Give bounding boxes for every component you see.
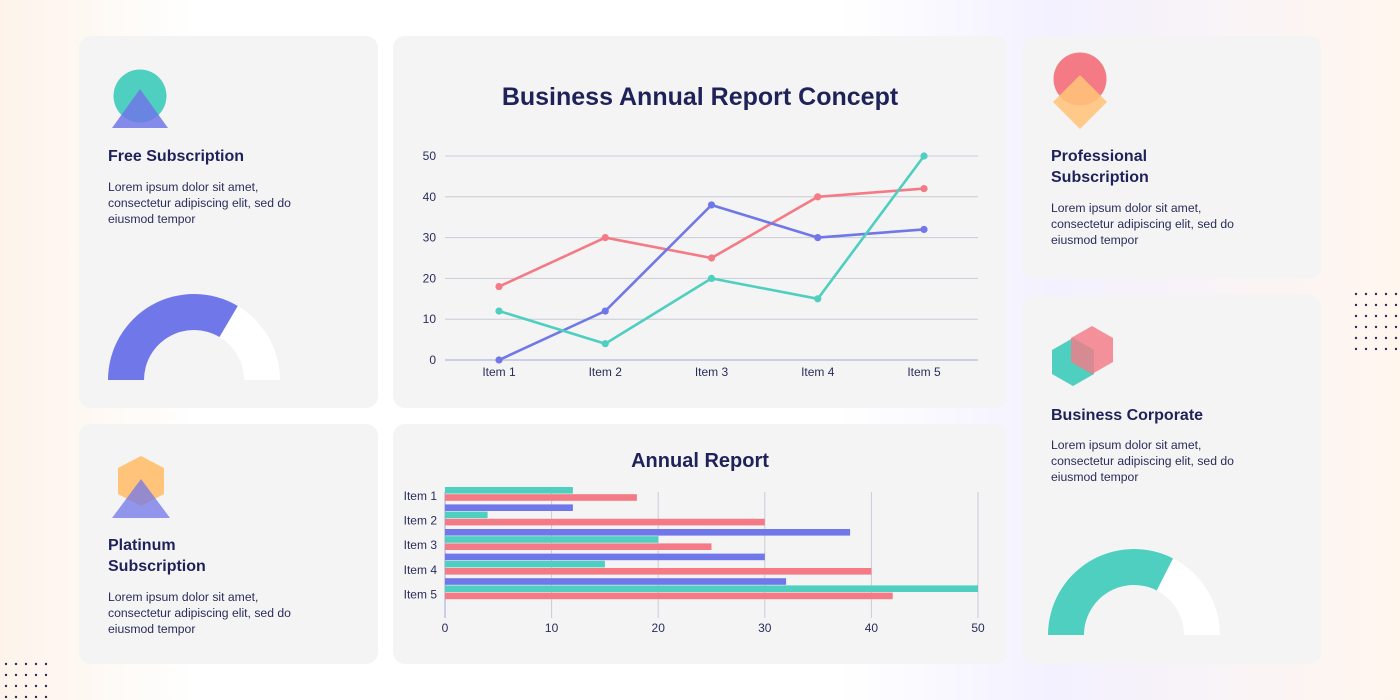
y-tick-label: Item 2 [404,514,438,528]
y-tick-label: 10 [423,312,437,326]
bar [445,560,605,568]
x-tick-label: Item 1 [482,365,516,379]
data-point [601,340,609,348]
bar [445,553,765,561]
y-tick-label: 0 [429,353,436,367]
data-point [601,234,609,242]
hexagon-triangle-icon [112,456,170,518]
series-line [498,155,926,346]
data-point [920,152,928,160]
decorative-dots-left [4,662,48,699]
bar [445,504,573,511]
data-point [495,307,503,315]
x-tick-label: 40 [865,621,879,635]
data-point [920,185,928,193]
line-chart-card: Business Annual Report Concept 0 10 20 30 40… [393,36,1007,408]
line-chart: 0 10 20 30 40 50 Item 1 Item 2 Item 3 Item 4 Item … [423,149,978,379]
card-title: Platinum Subscription [108,537,206,575]
x-tick-label: Item 3 [695,365,729,379]
bar-chart-card: Annual Report 0 10 20 30 40 50 Item 1 Item 2 Ite… [393,424,1007,664]
data-point [920,225,928,234]
x-tick-label: Item 2 [589,365,623,379]
chart-title: Annual Report [631,450,769,472]
bar [445,511,488,519]
circle-diamond-icon [1053,52,1107,129]
y-tick-label: Item 3 [404,538,438,552]
bar [445,585,978,592]
bar [445,494,637,501]
card-description: Lorem ipsum dolor sit amet, consectetur … [108,590,291,636]
circle-triangle-icon [112,69,168,128]
free-gauge [108,294,280,380]
bar [445,543,712,550]
business-gauge [1048,549,1220,635]
business-corporate-card: Business Corporate Lorem ipsum dolor sit… [1022,295,1321,664]
bar [445,592,893,600]
data-point [814,193,822,201]
bar [445,568,872,575]
chart-title: Business Annual Report Concept [501,83,899,111]
data-point [814,295,822,303]
bar [445,536,659,543]
data-point [707,254,716,262]
y-tick-label: 50 [423,149,437,163]
x-tick-label: 10 [545,621,559,635]
gauge-fill [1048,549,1174,635]
platinum-subscription-card: Platinum Subscription Lorem ipsum dolor … [79,424,378,664]
card-description: Lorem ipsum dolor sit amet, consectetur … [1051,201,1234,247]
free-subscription-card: Free Subscription Lorem ipsum dolor sit … [79,36,378,408]
bar [445,487,573,494]
y-tick-label: Item 4 [404,563,438,577]
card-description: Lorem ipsum dolor sit amet, consectetur … [108,180,291,226]
x-tick-label: Item 4 [801,365,835,379]
gauge-fill [108,294,238,380]
decorative-dots-right [1354,292,1398,351]
card-title: Free Subscription [108,148,245,165]
data-point [495,356,503,364]
y-tick-label: Item 5 [404,587,438,601]
data-point [707,201,716,209]
data-point [601,307,609,315]
double-hexagon-icon [1052,326,1113,386]
data-point [814,234,822,242]
bar [445,529,851,536]
y-tick-label: 20 [423,271,437,285]
professional-subscription-card: Professional Subscription Lorem ipsum do… [1022,36,1321,279]
bar [445,578,787,585]
y-tick-label: Item 1 [404,489,438,503]
data-point [495,282,503,291]
y-tick-label: 30 [423,231,437,245]
card-description: Lorem ipsum dolor sit amet, consectetur … [1051,438,1234,484]
card-title: Professional Subscription [1051,148,1149,186]
x-tick-label: Item 5 [907,365,941,379]
x-tick-label: 50 [971,621,985,635]
card-title: Business Corporate [1051,407,1204,424]
series-line [498,203,925,362]
x-tick-label: 30 [758,621,772,635]
bar-chart: 0 10 20 30 40 50 Item 1 Item 2 Item 3 Item 4 Item … [404,487,985,635]
x-tick-label: 0 [442,621,449,635]
data-point [707,274,716,282]
x-tick-label: 20 [652,621,666,635]
bar [445,518,765,526]
y-tick-label: 40 [423,190,437,204]
